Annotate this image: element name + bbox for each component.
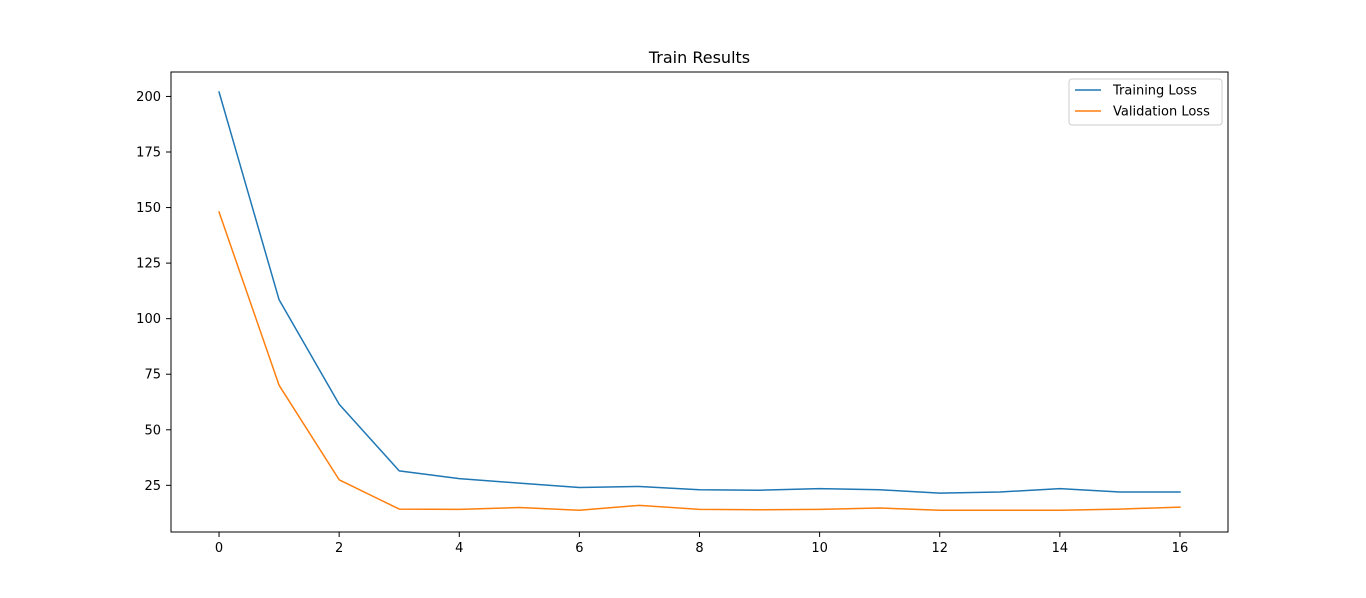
x-tick-label: 12	[931, 541, 948, 556]
legend-label-validation-loss: Validation Loss	[1113, 105, 1210, 120]
x-tick-label: 14	[1052, 541, 1069, 556]
x-tick-label: 6	[575, 541, 583, 556]
legend-label-training-loss: Training Loss	[1112, 84, 1197, 99]
y-tick-label: 75	[144, 368, 161, 383]
x-tick-label: 2	[335, 541, 343, 556]
y-tick-label: 50	[144, 423, 161, 438]
x-tick-label: 4	[455, 541, 463, 556]
legend: Training Loss Validation Loss	[1068, 78, 1223, 126]
x-tick-label: 10	[811, 541, 828, 556]
x-tick-label: 0	[215, 541, 223, 556]
series-line-validation-loss	[218, 211, 1181, 511]
legend-box	[1068, 78, 1223, 126]
y-tick-label: 100	[136, 312, 161, 327]
y-tick-label: 125	[136, 257, 161, 272]
chart-title: Train Results	[648, 48, 750, 67]
series-line-training-loss	[218, 91, 1181, 494]
y-tick-label: 150	[136, 201, 161, 216]
plot-area	[218, 91, 1181, 511]
y-tick-label: 175	[136, 146, 161, 161]
y-tick-label: 200	[136, 90, 161, 105]
axes: 0 2 4 6 8 10 12 14 16 25 50 75 100 125 150 175 200	[136, 71, 1229, 556]
x-tick-label: 16	[1172, 541, 1189, 556]
y-tick-label: 25	[144, 479, 161, 494]
x-tick-label: 8	[695, 541, 703, 556]
